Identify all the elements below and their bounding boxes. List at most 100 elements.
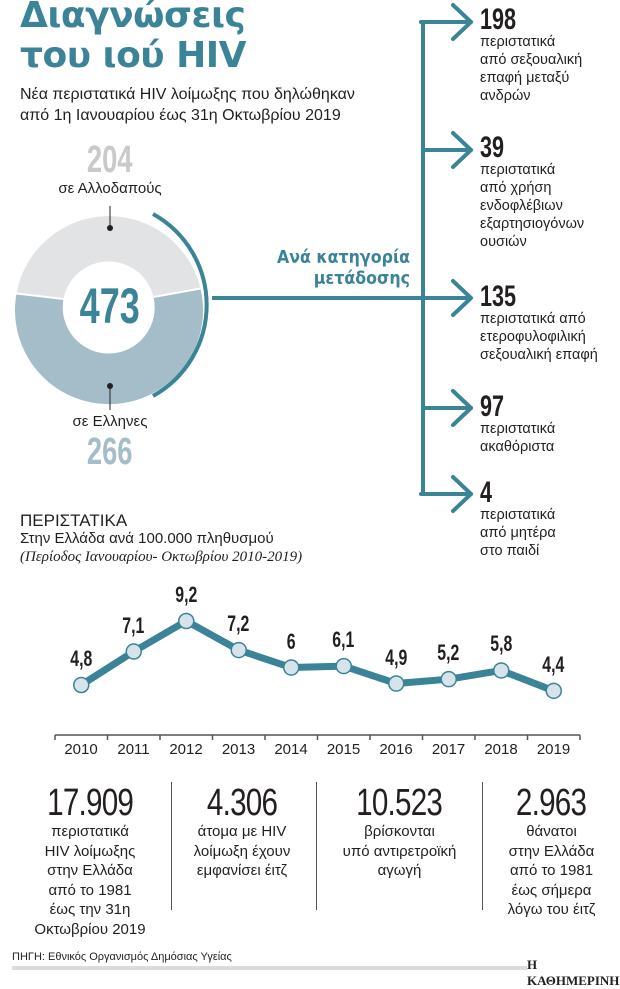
branch-number: 198 <box>480 3 517 36</box>
branch-text: ακαθόριστα <box>480 439 555 455</box>
x-axis-tick-label: 2010 <box>64 741 98 758</box>
x-axis-tick-label: 2015 <box>326 741 361 758</box>
category-label-line-1: Ανά κατηγορία <box>276 247 410 268</box>
donut-chart <box>15 206 204 410</box>
stat-text: λόγω του έιτζ <box>507 901 596 918</box>
stat-divider <box>316 782 317 910</box>
branch-number: 97 <box>480 390 505 423</box>
stat-on-treatment: 10.523 βρίσκονται υπό αντιρετροϊκή αγωγή <box>317 782 482 881</box>
data-point-marker <box>493 662 510 679</box>
stat-text: βρίσκονται <box>364 823 435 840</box>
x-axis-tick-label: 2011 <box>117 741 150 758</box>
brand-logo: Η ΚΑΘΗΜΕΡΙΝΗ <box>527 957 620 988</box>
greek-count: 266 <box>87 431 133 473</box>
data-value-label: 5,8 <box>490 631 513 657</box>
branch-text: ετεροφυλοφιλική <box>480 329 586 345</box>
chart-subtitle: Στην Ελλάδα ανά 100.000 πληθυσμού <box>20 530 274 547</box>
stat-number: 2.963 <box>516 782 587 824</box>
stat-text: λοίμωξη έχουν <box>193 842 291 860</box>
branch-text: επαφή μεταξύ <box>480 70 570 86</box>
stat-divider <box>482 782 483 910</box>
stat-number: 4.306 <box>206 782 278 824</box>
foreign-count: 204 <box>87 139 133 181</box>
stat-text: εμφανίσει έιτζ <box>196 862 288 879</box>
x-axis-tick-label: 2018 <box>484 741 518 758</box>
bracket-arc <box>152 212 209 398</box>
data-point-marker <box>283 659 300 676</box>
foreign-label: σε Αλλοδαπούς <box>58 180 162 197</box>
data-point-marker <box>73 676 90 694</box>
data-point-marker <box>125 643 142 660</box>
stat-aids-cases: 4.306 άτομα με HIV λοίμωξη έχουν εμφανίσ… <box>172 782 312 881</box>
x-axis-tick-label: 2019 <box>536 741 571 758</box>
stat-text: άτομα με HIV <box>197 823 287 840</box>
data-value-label: 7,1 <box>122 612 145 638</box>
chart-heading: ΠΕΡΙΣΤΑΤΙΚΑ <box>20 511 128 530</box>
branch-number: 39 <box>480 131 505 164</box>
stat-text: από το 1981 <box>48 881 132 899</box>
arrow-icon-branch-1 <box>419 3 473 41</box>
x-axis-tick-label: 2014 <box>274 741 308 758</box>
title-line-1: Διαγνώσεις <box>20 0 246 36</box>
data-value-label: 5,2 <box>437 640 460 666</box>
branch-text: εξαρτησιογόνων <box>480 216 585 232</box>
data-value-label: 7,2 <box>227 611 250 637</box>
stat-divider <box>171 782 172 910</box>
branch-text: περιστατικά <box>480 34 556 50</box>
data-point-marker <box>440 670 457 688</box>
branch-text: ενδοφλέβιων <box>480 198 563 214</box>
arrow-icon-branch-5 <box>419 475 473 513</box>
data-point-marker <box>178 612 195 630</box>
stat-text: HIV λοίμωξης <box>44 842 136 860</box>
branch-text: στο παιδί <box>480 543 540 559</box>
chart-period: (Περίοδος Ιανουαρίου- Οκτωβρίου 2010-201… <box>20 549 303 565</box>
data-point-marker <box>230 641 247 659</box>
branch-number: 135 <box>480 280 517 313</box>
stat-text: από το 1981 <box>509 862 594 879</box>
donut-and-tree-graphic <box>15 3 473 513</box>
x-axis-tick-label: 2013 <box>221 741 256 758</box>
branch-number: 4 <box>480 476 493 509</box>
data-point-marker <box>335 657 352 675</box>
donut-segment-greek <box>15 288 204 405</box>
stat-number: 17.909 <box>47 782 134 824</box>
stat-text: Οκτωβρίου 2019 <box>34 920 146 938</box>
stat-text: αγωγή <box>377 862 422 879</box>
data-value-label: 4,8 <box>70 646 93 671</box>
data-value-label: 6,1 <box>332 627 355 653</box>
branch-text: από μητέρα <box>480 525 556 541</box>
stat-text: περιστατικά <box>51 823 129 840</box>
stat-text: θάνατοι <box>526 823 577 840</box>
arrow-icon-branch-4 <box>421 389 473 427</box>
stat-deaths: 2.963 θάνατοι στην Ελλάδα από το 1981 έω… <box>483 782 620 920</box>
branch-msm: 198 περιστατικά από σεξουαλική επαφή μετ… <box>480 5 620 105</box>
branch-text: από σεξουαλική <box>480 52 583 68</box>
stat-text: στην Ελλάδα <box>47 862 133 879</box>
line-chart <box>54 612 581 740</box>
data-value-label: 6 <box>286 628 296 654</box>
x-axis-tick-label: 2012 <box>169 741 203 758</box>
category-label-line-2: μετάδοσης <box>313 268 410 289</box>
stat-number: 10.523 <box>356 782 444 824</box>
stat-text: έως την 31η <box>49 901 131 918</box>
data-point-marker <box>388 675 405 692</box>
stat-text: στην Ελλάδα <box>508 842 595 860</box>
branch-text: από χρήση <box>480 180 552 196</box>
x-axis-tick-label: 2016 <box>379 741 413 758</box>
branch-text: περιστατικά από <box>480 311 586 327</box>
stat-total-cases: 17.909 περιστατικά HIV λοίμωξης στην Ελλ… <box>10 782 170 939</box>
stat-text: υπό αντιρετροϊκή <box>342 842 457 860</box>
total-count: 473 <box>79 278 141 334</box>
footer-bar <box>12 966 527 970</box>
branch-text: ουσιών <box>480 234 527 250</box>
data-value-label: 9,2 <box>175 581 198 607</box>
greek-label: σε Ελληνες <box>72 413 148 430</box>
x-axis-tick-label: 2017 <box>431 741 466 758</box>
branch-text: περιστατικά <box>480 421 556 437</box>
stat-text: έως σήμερα <box>511 881 592 899</box>
branch-text: περιστατικά <box>480 507 556 523</box>
page-title: Διαγνώσεις του ιού HIV <box>20 0 247 76</box>
subtitle-line-1: Νέα περιστατικά HIV λοίμωξης που δηλώθηκ… <box>20 86 355 103</box>
branch-text: σεξουαλική επαφή <box>480 347 598 363</box>
data-value-label: 4,9 <box>385 644 408 670</box>
